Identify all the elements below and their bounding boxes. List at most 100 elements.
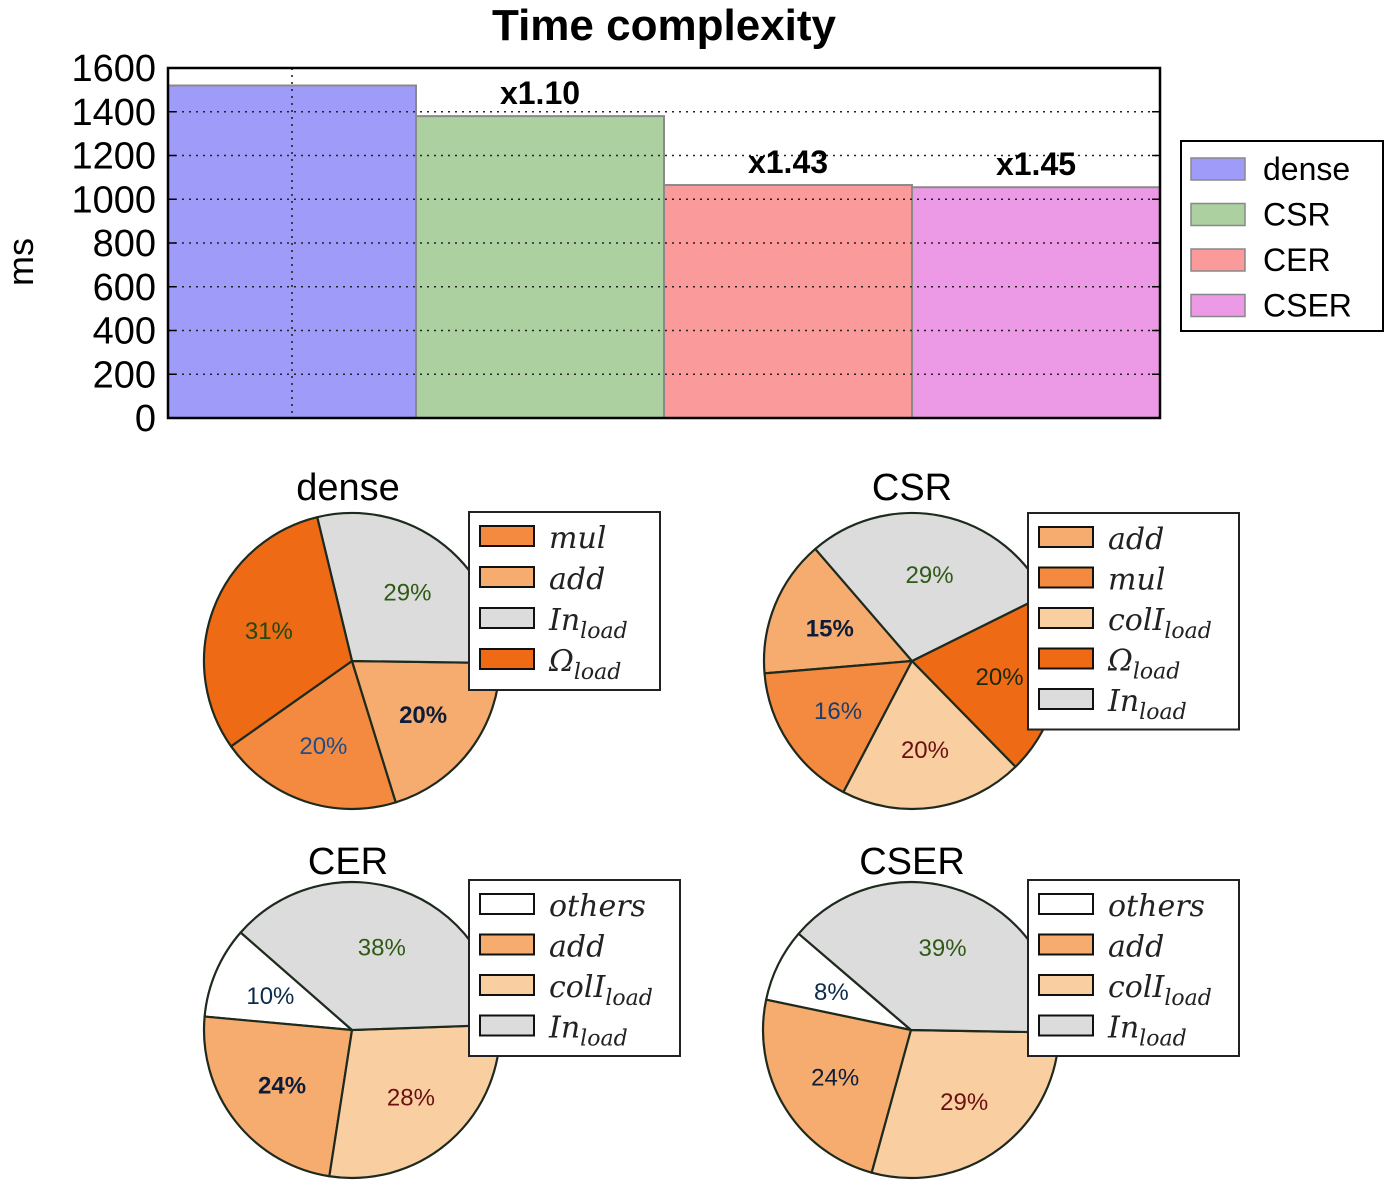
legend-label: add [1108, 930, 1164, 965]
pie-chart-csr: 15%16%20%20%29%CSRaddmulcolIloadΩloadInl… [762, 467, 1240, 811]
pie-slice [870, 1028, 1061, 1180]
legend-label: add [549, 930, 605, 965]
legend-swatch [1190, 293, 1246, 318]
legend-swatch [1190, 248, 1246, 272]
legend-label: Ωload [1107, 644, 1180, 685]
pie-slice-label: 16% [814, 698, 862, 725]
pie-slice-label: 8% [814, 979, 849, 1006]
legend-label-sub: load [1133, 660, 1180, 685]
legend-label-main: In [1107, 1011, 1139, 1046]
legend-label-sub: load [580, 1027, 627, 1052]
bar-annotation: x1.43 [748, 144, 828, 180]
legend-label: dense [1263, 151, 1350, 187]
legend-label-main: colI [549, 970, 606, 1005]
bar-cer [663, 184, 913, 419]
legend-swatch [479, 525, 535, 547]
legend-label: colIload [1108, 603, 1212, 644]
chart-title: Time complexity [492, 1, 837, 50]
y-tick-label: 0 [135, 398, 156, 440]
legend-label-main: others [549, 889, 646, 924]
pie-title: CSR [872, 467, 952, 509]
pie-slice-label: 29% [940, 1089, 988, 1116]
legend-swatch [479, 648, 535, 670]
y-tick-label: 1200 [71, 136, 156, 178]
legend-label: colIload [1108, 970, 1212, 1011]
legend-label: mul [1108, 563, 1165, 598]
legend-label: Inload [548, 1011, 628, 1052]
legend-label: colIload [549, 970, 653, 1011]
pie-slice-label: 31% [245, 618, 293, 645]
pie-slice-label: 29% [906, 562, 954, 589]
legend-label-main: add [1108, 930, 1164, 965]
legend-label-main: mul [549, 521, 606, 556]
legend-label-sub: load [1139, 700, 1186, 725]
bar-cser [911, 186, 1161, 419]
y-tick-label: 1400 [71, 92, 156, 134]
y-axis-label: ms [0, 238, 41, 286]
legend-label: Inload [1107, 684, 1187, 725]
legend-label-main: colI [1108, 603, 1165, 638]
bar-csr [415, 115, 665, 419]
legend-swatch [1190, 157, 1246, 181]
y-tick-label: 1600 [71, 48, 156, 90]
legend-label-sub: load [1164, 619, 1211, 644]
legend-swatch [1038, 607, 1094, 629]
pie-slice [202, 1015, 354, 1178]
pie-slice [202, 516, 354, 748]
legend-swatch [479, 933, 535, 956]
y-tick-label: 1000 [71, 179, 156, 221]
legend-label-main: In [548, 603, 580, 638]
pie-slice [762, 547, 914, 675]
pie-slice [203, 931, 354, 1032]
legend-label: others [1108, 889, 1205, 924]
legend-label-sub: load [574, 660, 621, 685]
legend-label-main: In [1107, 684, 1139, 719]
legend-swatch [1038, 1014, 1094, 1037]
pie-slice [842, 659, 1017, 811]
pie-slice-label: 20% [901, 737, 949, 764]
pie-slice-label: 24% [811, 1064, 859, 1091]
legend-label-main: In [548, 1011, 580, 1046]
legend-swatch [1038, 974, 1094, 996]
legend-label-main: Ω [1107, 644, 1133, 679]
legend-swatch [1038, 933, 1094, 956]
bar-annotation: x1.10 [500, 75, 580, 111]
legend-swatch [1038, 688, 1094, 710]
legend-label-main: others [1108, 889, 1205, 924]
legend-label: CER [1263, 242, 1331, 278]
legend-label-main: mul [1108, 563, 1165, 598]
pie-slice-label: 20% [299, 733, 347, 760]
legend-label: mul [549, 521, 606, 556]
legend-label: CSR [1263, 197, 1331, 233]
pie-slice-label: 20% [976, 664, 1024, 691]
legend-label: add [1108, 522, 1164, 557]
legend-label: Inload [1107, 1011, 1187, 1052]
legend-swatch [1038, 526, 1094, 548]
legend-label: CSER [1263, 288, 1352, 324]
legend-swatch [479, 974, 535, 996]
y-tick-label: 200 [93, 354, 156, 396]
legend-label: Ωload [548, 644, 621, 685]
legend-label: Inload [548, 603, 628, 644]
legend-label: others [549, 889, 646, 924]
legend-swatch [1038, 893, 1094, 915]
legend-label-sub: load [1164, 986, 1211, 1011]
legend-label-sub: load [605, 986, 652, 1011]
legend-swatch [479, 566, 535, 588]
pie-title: dense [296, 467, 400, 509]
pie-slice-label: 15% [806, 615, 854, 642]
legend-swatch [1190, 202, 1246, 227]
legend-swatch [479, 893, 535, 915]
y-tick-label: 800 [93, 223, 156, 265]
pie-slice [229, 659, 397, 811]
pie-slice-label: 38% [358, 934, 406, 961]
pie-slice [763, 659, 914, 794]
pie-slice-label: 24% [258, 1073, 306, 1100]
legend-label-main: add [1108, 522, 1164, 557]
legend-label-main: add [549, 930, 605, 965]
